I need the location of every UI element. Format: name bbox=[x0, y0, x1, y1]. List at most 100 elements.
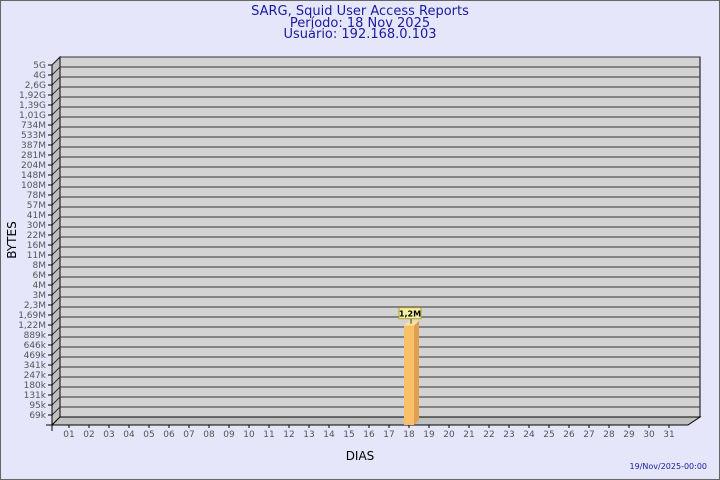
gridline-side bbox=[51, 186, 61, 196]
x-tick-label: 23 bbox=[503, 430, 514, 440]
x-tick-label: 31 bbox=[663, 430, 674, 440]
y-tick-label: 1,22M bbox=[18, 321, 46, 331]
x-tick-label: 19 bbox=[423, 430, 435, 440]
x-tick-label: 28 bbox=[603, 430, 615, 440]
gridline-side bbox=[51, 156, 61, 166]
x-tick-label: 13 bbox=[303, 430, 314, 440]
y-tick-label: 41M bbox=[27, 211, 46, 221]
y-tick-label: 1,69M bbox=[18, 311, 46, 321]
x-tick-label: 24 bbox=[523, 430, 535, 440]
y-tick-label: 11M bbox=[27, 251, 46, 261]
y-tick-label: 889k bbox=[24, 331, 47, 341]
x-tick-label: 22 bbox=[483, 430, 494, 440]
y-tick-label: 1,92G bbox=[19, 91, 46, 101]
gridline-side bbox=[51, 86, 61, 96]
data-label-box bbox=[398, 307, 422, 320]
y-tick-label: 57M bbox=[27, 201, 46, 211]
y-tick-label: 4G bbox=[33, 71, 46, 81]
x-tick-label: 14 bbox=[323, 430, 335, 440]
y-tick-label: 108M bbox=[21, 181, 46, 191]
x-tick-label: 16 bbox=[363, 430, 375, 440]
y-tick-label: 5G bbox=[33, 61, 46, 71]
chart-user: Usuário: 192.168.0.103 bbox=[283, 27, 436, 42]
y-tick-label: 148M bbox=[21, 171, 46, 181]
gridline-side bbox=[51, 396, 61, 406]
gridline-side bbox=[51, 256, 61, 266]
gridline-side bbox=[51, 296, 61, 306]
x-tick-label: 02 bbox=[83, 430, 94, 440]
gridline-side bbox=[51, 56, 61, 66]
y-tick-label: 16M bbox=[27, 241, 46, 251]
gridline-side bbox=[51, 376, 61, 386]
x-tick-label: 05 bbox=[143, 430, 154, 440]
y-tick-label: 646k bbox=[24, 341, 47, 351]
y-tick-label: 533M bbox=[21, 131, 46, 141]
x-tick-label: 29 bbox=[623, 430, 635, 440]
y-tick-label: 6M bbox=[33, 271, 47, 281]
x-tick-label: 03 bbox=[103, 430, 114, 440]
y-tick-label: 469k bbox=[24, 351, 47, 361]
gridline-side bbox=[51, 286, 61, 296]
x-tick-label: 15 bbox=[343, 430, 354, 440]
chart-title: SARG, Squid User Access Reports bbox=[251, 4, 469, 19]
x-tick-label: 20 bbox=[443, 430, 455, 440]
x-tick-label: 17 bbox=[383, 430, 394, 440]
y-tick-label: 95k bbox=[29, 401, 46, 411]
x-tick-label: 11 bbox=[263, 430, 274, 440]
y-tick-label: 2,3M bbox=[24, 301, 46, 311]
x-tick-label: 21 bbox=[463, 430, 474, 440]
footer-timestamp: 19/Nov/2025-00:00 bbox=[630, 462, 707, 471]
gridline-side bbox=[51, 276, 61, 286]
y-tick-label: 247k bbox=[24, 371, 47, 381]
chart-period: Período: 18 Nov 2025 bbox=[290, 16, 430, 31]
gridline-side bbox=[51, 336, 61, 346]
y-tick-label: 1,01G bbox=[19, 111, 46, 121]
x-tick-label: 10 bbox=[243, 430, 255, 440]
gridline-side bbox=[51, 246, 61, 256]
y-tick-label: 341k bbox=[24, 361, 47, 371]
gridline-side bbox=[51, 356, 61, 366]
gridline-side bbox=[51, 266, 61, 276]
gridline-side bbox=[51, 196, 61, 206]
gridline-side bbox=[51, 306, 61, 316]
gridline-side bbox=[51, 76, 61, 86]
y-tick-label: 1,39G bbox=[19, 101, 46, 111]
floor bbox=[50, 416, 702, 426]
x-tick-label: 30 bbox=[643, 430, 655, 440]
gridline-side bbox=[51, 346, 61, 356]
gridline-side bbox=[51, 316, 61, 326]
x-tick-label: 04 bbox=[123, 430, 135, 440]
gridline-side bbox=[51, 146, 61, 156]
x-tick-label: 01 bbox=[63, 430, 74, 440]
gridline-side bbox=[51, 226, 61, 236]
y-tick-label: 4M bbox=[33, 281, 47, 291]
bar-front bbox=[404, 325, 414, 425]
gridline-side bbox=[51, 66, 61, 76]
gridline-side bbox=[51, 206, 61, 216]
gridline-side bbox=[51, 176, 61, 186]
y-tick-label: 180k bbox=[24, 381, 47, 391]
gridline-side bbox=[51, 216, 61, 226]
y-tick-label: 281M bbox=[21, 151, 46, 161]
y-tick-label: 30M bbox=[27, 221, 46, 231]
x-axis-label: DIAS bbox=[346, 449, 375, 463]
x-tick-label: 27 bbox=[583, 430, 594, 440]
x-tick-label: 25 bbox=[543, 430, 554, 440]
x-tick-label: 26 bbox=[563, 430, 575, 440]
x-tick-label: 07 bbox=[183, 430, 194, 440]
gridline-side bbox=[51, 326, 61, 336]
gridline-side bbox=[51, 366, 61, 376]
y-tick-label: 69k bbox=[29, 411, 46, 421]
y-tick-label: 204M bbox=[21, 161, 46, 171]
y-tick-label: 131k bbox=[24, 391, 47, 401]
y-tick-label: 734M bbox=[21, 121, 46, 131]
gridline-side bbox=[51, 126, 61, 136]
x-tick-label: 18 bbox=[403, 430, 415, 440]
y-tick-label: 387M bbox=[21, 141, 46, 151]
gridline-side bbox=[51, 106, 61, 116]
gridline-side bbox=[51, 116, 61, 126]
bar-side bbox=[414, 320, 419, 425]
y-tick-label: 8M bbox=[33, 261, 47, 271]
x-tick-label: 08 bbox=[203, 430, 215, 440]
